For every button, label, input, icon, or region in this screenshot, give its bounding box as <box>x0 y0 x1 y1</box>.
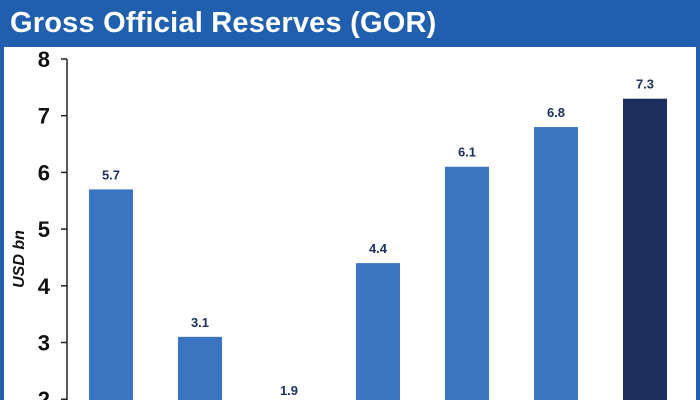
bar <box>623 98 667 400</box>
bar-value-label: 5.7 <box>102 167 120 182</box>
bar-value-label: 6.1 <box>458 145 476 160</box>
title-bar: Gross Official Reserves (GOR) <box>0 0 700 47</box>
bar-value-label: 1.9 <box>280 383 298 398</box>
bar <box>89 189 133 400</box>
bar-value-label: 4.4 <box>369 241 388 256</box>
y-tick-label: 8 <box>38 47 50 72</box>
y-tick-label: 6 <box>38 160 50 185</box>
y-tick-label: 7 <box>38 104 50 129</box>
bar <box>356 263 400 400</box>
bar <box>534 127 578 400</box>
y-tick-label: 4 <box>38 274 51 299</box>
chart-title: Gross Official Reserves (GOR) <box>10 7 437 39</box>
bar-value-label: 7.3 <box>636 77 654 92</box>
y-tick-label: 2 <box>38 387 50 400</box>
bar <box>445 166 489 400</box>
bar <box>178 336 222 400</box>
bar-value-label: 6.8 <box>547 105 565 120</box>
y-tick-label: 5 <box>38 217 50 242</box>
y-tick-label: 3 <box>38 331 50 356</box>
bar-value-label: 3.1 <box>191 315 209 330</box>
